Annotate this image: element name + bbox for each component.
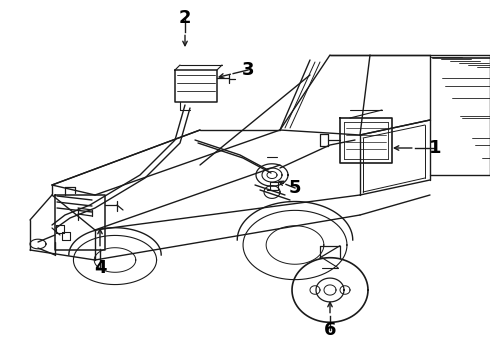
Text: 5: 5 (289, 179, 301, 197)
Text: 3: 3 (242, 61, 254, 79)
Text: 6: 6 (324, 321, 336, 339)
Text: 4: 4 (94, 259, 106, 277)
Text: 2: 2 (179, 9, 191, 27)
Text: 1: 1 (429, 139, 441, 157)
